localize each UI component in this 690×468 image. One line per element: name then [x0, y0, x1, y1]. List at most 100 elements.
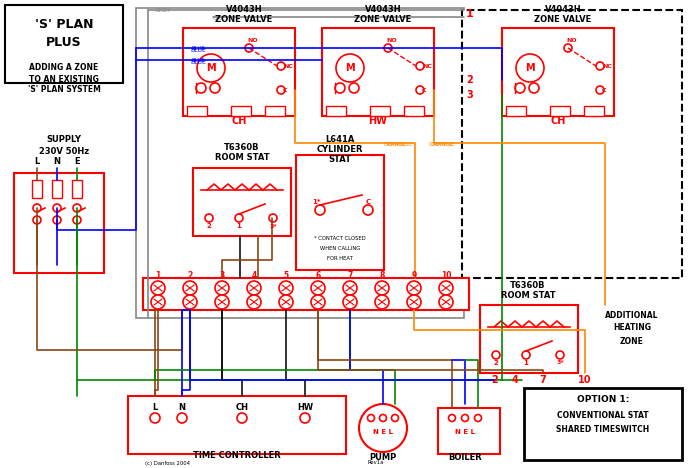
Circle shape — [53, 204, 61, 212]
Text: ROOM STAT: ROOM STAT — [215, 154, 269, 162]
Circle shape — [391, 415, 399, 422]
Bar — [502, 28, 614, 116]
Circle shape — [177, 413, 187, 423]
Text: L: L — [152, 403, 157, 412]
Text: CH: CH — [551, 116, 566, 126]
Circle shape — [210, 83, 220, 93]
Text: OPTION 1:: OPTION 1: — [577, 395, 629, 404]
Circle shape — [416, 86, 424, 94]
Circle shape — [279, 281, 293, 295]
Text: 'S' PLAN: 'S' PLAN — [34, 19, 93, 31]
Bar — [14, 173, 104, 273]
Text: 1: 1 — [466, 9, 474, 19]
Bar — [326, 106, 346, 116]
Text: 10: 10 — [441, 271, 451, 279]
Text: NO: NO — [566, 38, 577, 44]
Text: 'S' PLAN SYSTEM: 'S' PLAN SYSTEM — [28, 86, 101, 95]
Circle shape — [407, 281, 421, 295]
Text: BLUE: BLUE — [190, 59, 206, 65]
Text: M: M — [206, 63, 216, 73]
Text: T6360B: T6360B — [510, 280, 546, 290]
Text: 4: 4 — [251, 271, 257, 279]
Text: 1: 1 — [155, 271, 161, 279]
Text: C: C — [283, 88, 288, 93]
Bar — [506, 106, 526, 116]
Text: 8: 8 — [380, 271, 385, 279]
Circle shape — [492, 351, 500, 359]
Circle shape — [556, 351, 564, 359]
Circle shape — [439, 295, 453, 309]
Text: 6: 6 — [315, 271, 321, 279]
Circle shape — [279, 295, 293, 309]
Text: ORANGE: ORANGE — [384, 142, 406, 147]
Bar — [480, 305, 578, 373]
Circle shape — [53, 216, 61, 224]
Text: ZONE: ZONE — [620, 336, 644, 345]
Text: ORANGE: ORANGE — [431, 142, 453, 147]
Bar — [265, 106, 285, 116]
Text: ZONE VALVE: ZONE VALVE — [534, 15, 591, 24]
Bar — [550, 106, 570, 116]
Circle shape — [407, 295, 421, 309]
Bar — [72, 180, 82, 198]
Text: HW: HW — [297, 403, 313, 412]
Text: ADDITIONAL: ADDITIONAL — [605, 310, 659, 320]
Bar — [193, 168, 291, 236]
Text: L: L — [34, 158, 39, 167]
Bar — [404, 106, 424, 116]
Circle shape — [237, 413, 247, 423]
Circle shape — [416, 62, 424, 70]
Circle shape — [205, 214, 213, 222]
Text: M: M — [525, 63, 535, 73]
Circle shape — [277, 86, 285, 94]
Circle shape — [380, 415, 386, 422]
Bar — [462, 10, 682, 278]
Text: NO: NO — [247, 38, 257, 44]
Circle shape — [349, 83, 359, 93]
Text: TO AN EXISTING: TO AN EXISTING — [29, 74, 99, 83]
Text: CH: CH — [235, 403, 248, 412]
Text: C: C — [422, 88, 426, 93]
Bar — [5, 5, 123, 83]
Text: N E L: N E L — [455, 429, 475, 435]
Text: 1: 1 — [237, 223, 241, 229]
Text: 2: 2 — [206, 223, 211, 229]
Circle shape — [335, 83, 345, 93]
Circle shape — [462, 415, 469, 422]
Circle shape — [596, 86, 604, 94]
Text: 3*: 3* — [269, 224, 277, 228]
Circle shape — [475, 415, 482, 422]
Bar — [187, 106, 207, 116]
Circle shape — [311, 295, 325, 309]
Text: 7: 7 — [347, 271, 353, 279]
Bar — [584, 106, 604, 116]
Circle shape — [439, 281, 453, 295]
Text: WHEN CALLING: WHEN CALLING — [320, 246, 360, 250]
Text: M: M — [345, 63, 355, 73]
Text: PUMP: PUMP — [369, 453, 397, 462]
Text: 3*: 3* — [556, 360, 564, 366]
Text: * CONTACT CLOSED: * CONTACT CLOSED — [314, 235, 366, 241]
Circle shape — [368, 415, 375, 422]
Text: 5: 5 — [284, 271, 288, 279]
Text: Rev1a: Rev1a — [368, 461, 384, 466]
Text: V4043H: V4043H — [365, 6, 402, 15]
Text: BLUE: BLUE — [190, 47, 206, 52]
Text: T6360B: T6360B — [224, 144, 259, 153]
Bar — [32, 180, 42, 198]
Text: V4043H: V4043H — [544, 6, 581, 15]
Bar — [524, 388, 682, 460]
Circle shape — [247, 281, 261, 295]
Circle shape — [300, 413, 310, 423]
Circle shape — [384, 44, 392, 52]
Circle shape — [516, 54, 544, 82]
Text: C: C — [602, 88, 607, 93]
Text: ZONE VALVE: ZONE VALVE — [215, 15, 273, 24]
Text: HEATING: HEATING — [613, 323, 651, 332]
Text: E: E — [75, 158, 80, 167]
Circle shape — [215, 281, 229, 295]
Text: GREY: GREY — [155, 8, 172, 14]
Circle shape — [33, 204, 41, 212]
Text: GREY: GREY — [213, 15, 230, 21]
Text: ADDING A ZONE: ADDING A ZONE — [30, 64, 99, 73]
